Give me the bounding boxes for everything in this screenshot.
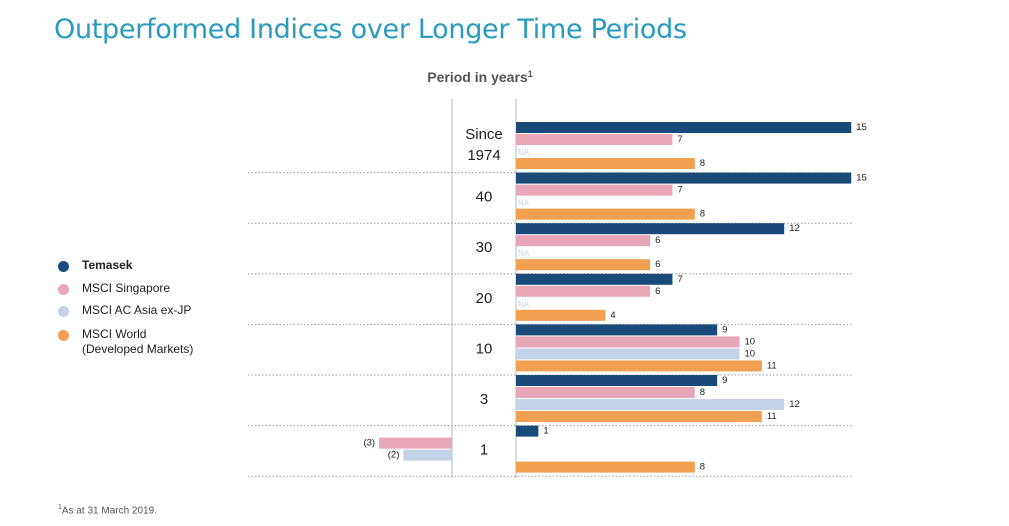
footnote-marker: 1 [58,504,62,511]
legend-swatch [58,261,69,272]
bar [516,273,673,285]
bar [516,134,673,145]
category-label: Since 1974 [465,126,503,164]
bar [516,285,651,297]
value-label: (2) [388,450,400,461]
na-label: NA [518,300,530,309]
bar [516,348,740,360]
legend-label: Temasek [82,258,133,272]
value-label: 12 [789,223,800,234]
bar [516,461,695,473]
footnote-text: As at 31 March 2019. [61,505,157,517]
bar [516,223,785,235]
bar [379,437,452,449]
category-label: 20 [476,290,493,307]
bar [516,208,695,220]
value-label: 1 [543,426,548,437]
bar [403,449,452,461]
value-label: 4 [610,310,615,321]
bar [516,324,718,336]
legend-label: MSCI World (Developed Markets) [82,327,194,356]
na-label: NA [518,249,530,258]
value-label: 7 [677,185,682,196]
value-label: (3) [363,438,375,449]
page-title: Outperformed Indices over Longer Time Pe… [54,14,687,45]
value-label: 6 [655,259,660,270]
na-label: NA [518,199,530,208]
bar [516,122,852,133]
value-label: 8 [700,209,705,220]
category-label: 10 [476,340,493,357]
category-label: 1 [480,442,488,459]
na-label: NA [518,148,530,157]
value-label: 11 [767,360,777,371]
value-label: 8 [700,462,705,473]
bar [516,184,673,196]
legend-swatch [58,306,69,317]
value-label: 7 [677,274,682,285]
value-label: 10 [745,336,756,347]
bar [516,411,762,422]
bar [516,235,651,247]
value-label: 8 [700,387,705,398]
legend-swatch [58,330,69,341]
value-label: 6 [655,235,660,246]
bar [516,336,740,348]
bar [516,172,852,184]
legend-swatch [58,284,69,295]
bar [516,158,695,169]
legend-label: MSCI AC Asia ex-JP [82,303,192,317]
value-label: 8 [700,158,705,169]
bar [516,309,606,321]
value-label: 7 [677,134,682,145]
footnote: 1As at 31 March 2019. [58,504,157,516]
value-label: 6 [655,286,660,297]
bar [516,399,785,410]
legend-label: MSCI Singapore [82,281,171,295]
value-label: 12 [789,399,800,410]
category-axis-label: Period in years1 [427,69,532,85]
bar [516,425,539,437]
value-label: 9 [722,324,727,335]
value-label: 9 [722,375,727,386]
value-label: 11 [767,411,777,422]
value-label: 10 [745,348,756,359]
category-label: 30 [476,239,493,256]
bar [516,360,762,372]
bar [516,375,718,386]
bar [516,259,651,271]
bar [516,387,695,398]
category-label: 40 [476,189,493,206]
value-label: 15 [856,173,867,184]
value-label: 15 [856,122,867,133]
category-label: 3 [480,391,488,408]
